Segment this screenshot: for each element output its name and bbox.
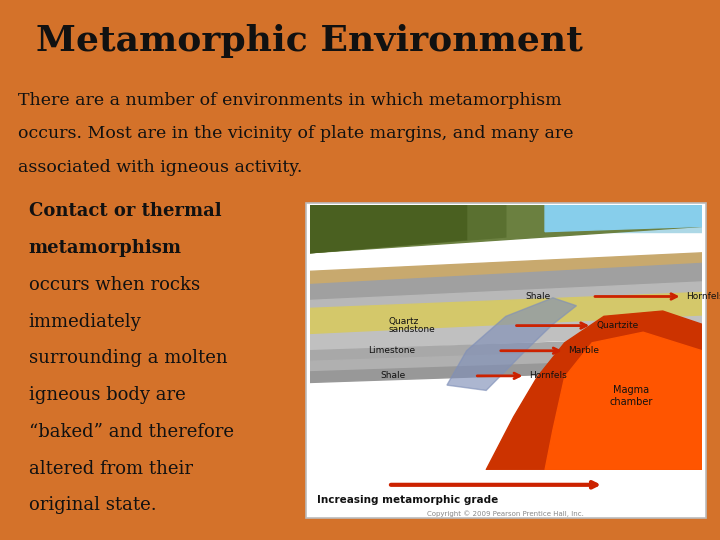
Text: Increasing metamorphic grade: Increasing metamorphic grade: [318, 496, 499, 505]
Text: Magma
chamber: Magma chamber: [610, 385, 653, 407]
Polygon shape: [310, 338, 702, 361]
Text: original state.: original state.: [29, 496, 156, 514]
Text: Quartzite: Quartzite: [596, 321, 639, 330]
Polygon shape: [310, 205, 467, 253]
Polygon shape: [486, 311, 702, 470]
Text: immediately: immediately: [29, 313, 142, 330]
Text: Shale: Shale: [526, 292, 551, 301]
Polygon shape: [310, 293, 702, 335]
Polygon shape: [310, 282, 702, 308]
Text: Hornfels: Hornfels: [686, 292, 720, 301]
Polygon shape: [310, 205, 702, 253]
Text: Shale: Shale: [380, 372, 405, 380]
Polygon shape: [310, 264, 702, 300]
Text: occurs. Most are in the vicinity of plate margins, and many are: occurs. Most are in the vicinity of plat…: [18, 125, 574, 142]
Polygon shape: [447, 298, 577, 390]
Text: Quartz: Quartz: [388, 317, 418, 326]
Text: Marble: Marble: [569, 346, 600, 355]
Text: altered from their: altered from their: [29, 460, 193, 477]
Text: Contact or thermal: Contact or thermal: [29, 202, 222, 220]
Text: igneous body are: igneous body are: [29, 386, 186, 404]
Text: surrounding a molten: surrounding a molten: [29, 349, 228, 367]
Text: There are a number of environments in which metamorphism: There are a number of environments in wh…: [18, 92, 562, 109]
Text: Metamorphic Environment: Metamorphic Environment: [36, 24, 583, 58]
Text: Hornfels: Hornfels: [529, 372, 567, 380]
Polygon shape: [545, 205, 702, 232]
Text: associated with igneous activity.: associated with igneous activity.: [18, 159, 302, 176]
Text: “baked” and therefore: “baked” and therefore: [29, 423, 234, 441]
Polygon shape: [545, 205, 702, 232]
Polygon shape: [310, 316, 702, 351]
Text: sandstone: sandstone: [388, 325, 435, 334]
Polygon shape: [310, 359, 702, 382]
FancyBboxPatch shape: [306, 202, 706, 518]
Polygon shape: [545, 332, 702, 470]
Polygon shape: [310, 205, 506, 253]
Text: Copyright © 2009 Pearson Prentice Hall, Inc.: Copyright © 2009 Pearson Prentice Hall, …: [428, 510, 584, 517]
Polygon shape: [310, 348, 702, 372]
Polygon shape: [310, 253, 702, 285]
Text: metamorphism: metamorphism: [29, 239, 181, 257]
Text: Limestone: Limestone: [369, 346, 415, 355]
Text: occurs when rocks: occurs when rocks: [29, 276, 200, 294]
